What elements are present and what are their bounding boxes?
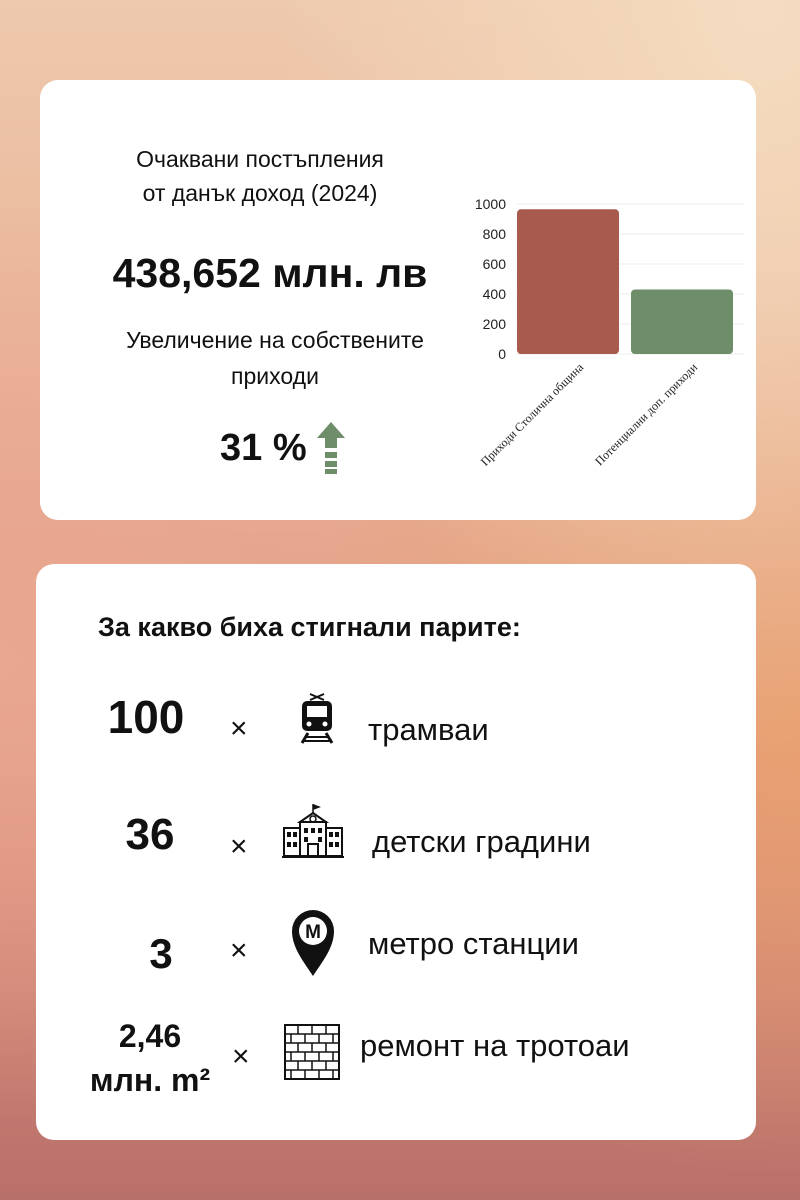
- school-building-icon: [282, 804, 344, 858]
- times-sign: ×: [230, 934, 248, 967]
- percent-row: 31 %: [220, 422, 345, 474]
- revenue-card: Очаквани постъпления от данък доход (202…: [40, 80, 756, 520]
- y-tick-label: 200: [483, 316, 507, 332]
- brick-wall-icon: [284, 1024, 340, 1080]
- spending-title: За какво биха стигнали парите:: [98, 612, 521, 642]
- increase-line-1: Увеличение на собствените: [126, 327, 424, 353]
- bar-2: [631, 289, 733, 354]
- metro-pin-icon: M: [292, 910, 334, 976]
- sidewalk-label: ремонт на тротоаи: [360, 1028, 630, 1063]
- revenue-amount: 438,652 млн. лв: [112, 250, 428, 296]
- metro-label: метро станции: [368, 926, 579, 961]
- y-tick-label: 400: [483, 286, 507, 302]
- metro-count: 3: [149, 930, 173, 977]
- x-tick-label: Приходи Столична община: [478, 360, 587, 469]
- kindergarten-count: 36: [125, 810, 175, 859]
- times-sign: ×: [230, 712, 248, 745]
- revenue-subtitle: Очаквани постъпления от данък доход (202…: [120, 142, 400, 210]
- sidewalk-amount-line-1: 2,46: [118, 1018, 182, 1054]
- y-tick-label: 800: [483, 226, 507, 242]
- times-sign: ×: [232, 1040, 250, 1073]
- tram-label: трамваи: [368, 712, 489, 747]
- subtitle-line-2: от данък доход (2024): [142, 180, 378, 206]
- increase-caption: Увеличение на собствените приходи: [80, 322, 470, 394]
- x-tick-label: Потенциални доп. приходи: [592, 360, 700, 468]
- sidewalk-amount: 2,46 млн. m²: [80, 1014, 220, 1102]
- y-tick-label: 600: [483, 256, 507, 272]
- sidewalk-amount-line-2: млн. m²: [89, 1062, 211, 1098]
- subtitle-line-1: Очаквани постъпления: [136, 146, 384, 172]
- y-tick-label: 0: [498, 346, 506, 362]
- svg-text:M: M: [305, 922, 321, 943]
- y-tick-label: 1000: [475, 196, 506, 212]
- increase-line-2: приходи: [231, 363, 319, 389]
- tram-icon: [300, 693, 334, 744]
- up-arrow-icon: [316, 422, 345, 474]
- kindergarten-label: детски градини: [372, 824, 591, 859]
- revenue-bar-chart: 0 200 400 600 800 1000 Приходи Столична община…: [475, 196, 744, 469]
- spending-card: За какво биха стигнали парите: 100 × тра…: [36, 564, 756, 1140]
- bar-1: [517, 209, 619, 354]
- times-sign: ×: [230, 830, 248, 863]
- percent-value: 31 %: [220, 426, 307, 469]
- tram-count: 100: [107, 691, 185, 743]
